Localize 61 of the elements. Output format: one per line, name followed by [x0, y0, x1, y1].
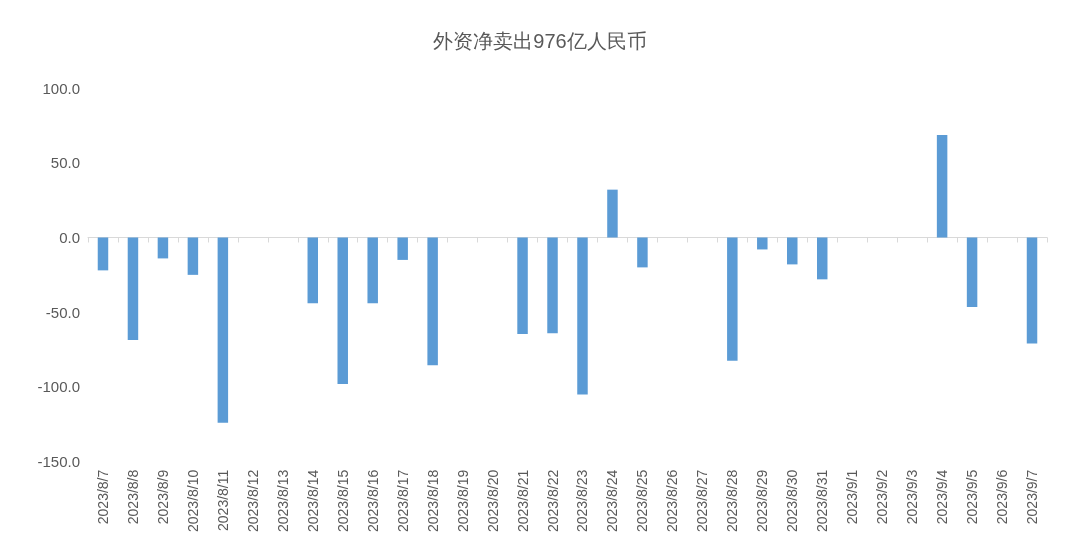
- x-tick-label: 2023/9/7: [1024, 469, 1041, 525]
- x-tick-label: 2023/8/31: [814, 469, 831, 533]
- x-tick-label: 2023/8/15: [334, 469, 351, 533]
- x-tick-label: 2023/9/3: [904, 469, 921, 525]
- bar: [577, 237, 588, 395]
- x-tick-label: 2023/9/5: [964, 469, 981, 525]
- bar: [607, 189, 618, 238]
- x-tick-label: 2023/8/26: [664, 469, 681, 533]
- bar: [547, 237, 558, 334]
- x-tick-label: 2023/8/7: [94, 469, 111, 525]
- x-tick-label: 2023/8/19: [454, 469, 471, 533]
- bar: [427, 237, 438, 366]
- x-tick-label: 2023/9/2: [874, 469, 891, 525]
- bar: [217, 237, 229, 423]
- x-tick-label: 2023/8/10: [184, 469, 201, 533]
- bar: [97, 237, 109, 271]
- bar: [757, 237, 768, 250]
- bar: [936, 135, 948, 238]
- bar: [157, 237, 169, 259]
- bar: [517, 237, 528, 334]
- x-tick-label: 2023/8/29: [754, 469, 771, 533]
- y-tick-label: -50.0: [45, 303, 80, 321]
- bar: [816, 237, 828, 280]
- chart-title: 外资净卖出976亿人民币: [433, 30, 647, 52]
- x-tick-label: 2023/8/8: [124, 469, 141, 525]
- x-tick-label: 2023/8/20: [484, 469, 501, 533]
- bar: [397, 237, 408, 260]
- x-tick-label: 2023/8/21: [514, 469, 531, 533]
- x-tick-label: 2023/8/24: [604, 469, 621, 533]
- bar: [727, 237, 738, 361]
- bar: [127, 237, 139, 340]
- x-tick-label: 2023/8/12: [244, 469, 261, 533]
- y-tick-label: 0.0: [59, 228, 80, 246]
- y-tick-label: -100.0: [37, 378, 80, 396]
- bar: [307, 237, 319, 304]
- x-tick-label: 2023/8/14: [304, 469, 321, 533]
- x-tick-label: 2023/9/4: [934, 469, 951, 525]
- x-tick-label: 2023/8/28: [724, 469, 741, 533]
- x-tick-label: 2023/8/16: [364, 469, 381, 533]
- x-tick-label: 2023/8/17: [394, 469, 411, 533]
- x-tick-label: 2023/9/1: [844, 469, 861, 525]
- x-tick-label: 2023/8/13: [274, 469, 291, 533]
- x-tick-label: 2023/9/6: [994, 469, 1011, 525]
- x-tick-label: 2023/8/30: [784, 469, 801, 533]
- x-tick-label: 2023/8/23: [574, 469, 591, 533]
- y-tick-label: 100.0: [42, 79, 80, 97]
- x-tick-label: 2023/8/18: [424, 469, 441, 533]
- x-tick-label: 2023/8/9: [154, 469, 171, 525]
- x-tick-label: 2023/8/22: [544, 469, 561, 533]
- bar: [787, 237, 798, 265]
- bar: [1026, 237, 1038, 344]
- bar: [337, 237, 348, 384]
- bar: [966, 237, 978, 307]
- x-tick-label: 2023/8/27: [694, 469, 711, 533]
- bar: [187, 237, 199, 275]
- x-tick-label: 2023/8/25: [634, 469, 651, 533]
- bar: [367, 237, 378, 304]
- y-tick-label: 50.0: [50, 154, 80, 172]
- x-tick-label: 2023/8/11: [214, 469, 231, 531]
- y-tick-label: -150.0: [37, 453, 80, 471]
- bar: [637, 237, 648, 268]
